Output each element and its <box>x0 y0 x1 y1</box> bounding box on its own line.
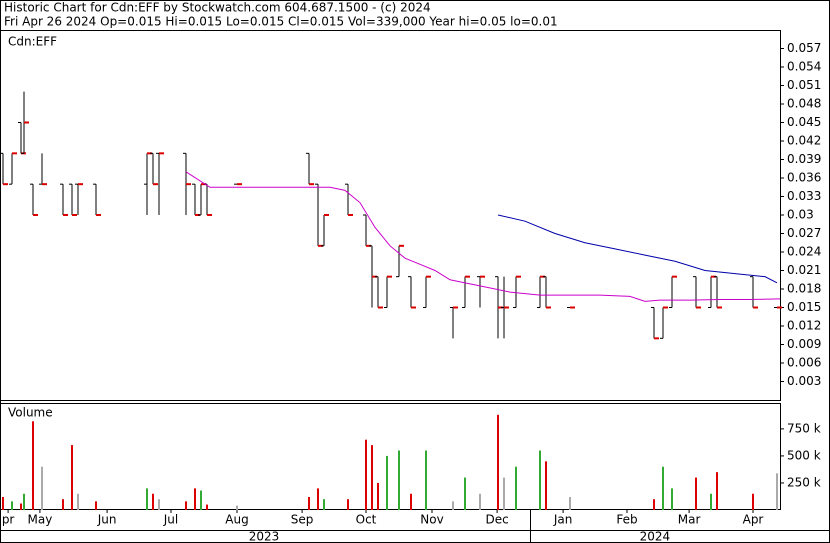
volume-bar <box>20 503 22 510</box>
volume-bar <box>386 455 388 510</box>
moving-average <box>497 214 778 284</box>
y-tick-label: 0.042 <box>787 134 821 148</box>
volume-bar <box>41 466 43 510</box>
volume-bar <box>539 450 541 510</box>
y-tick-label: 0.057 <box>787 41 821 55</box>
x-tick-label: Dec <box>485 513 508 527</box>
x-tick-label: Mar <box>678 513 701 527</box>
volume-bar <box>671 488 673 510</box>
volume-label: Volume <box>8 406 53 420</box>
volume-bar <box>236 505 238 510</box>
volume-bar <box>317 488 319 510</box>
volume-bar <box>569 497 571 510</box>
volume-bar <box>695 477 697 510</box>
x-tick-label: Jan <box>553 513 573 527</box>
x-tick-label: Nov <box>420 513 443 527</box>
volume-bar <box>365 439 367 510</box>
year-label: 2024 <box>640 530 671 543</box>
volume-bar <box>410 493 412 510</box>
volume-bar <box>2 497 4 510</box>
x-tick-label: pr <box>2 513 15 527</box>
volume-bar <box>152 493 154 510</box>
x-tick-label: Feb <box>616 513 637 527</box>
price-label: Cdn:EFF <box>8 35 57 49</box>
y-tick-label: 0.018 <box>787 282 821 296</box>
volume-bar <box>194 488 196 510</box>
y-tick-label: 0.036 <box>787 171 821 185</box>
y-tick-label: 0.033 <box>787 189 821 203</box>
y-tick-label: 0.054 <box>787 60 821 74</box>
y-tick-label: 0.012 <box>787 319 821 333</box>
volume-bar <box>398 450 400 510</box>
volume-bar <box>158 499 160 510</box>
volume-bar <box>425 450 427 510</box>
y-tick-label: 0.015 <box>787 300 821 314</box>
moving-average <box>185 171 781 302</box>
y-tick-label: 0.051 <box>787 78 821 92</box>
volume-bar <box>71 445 73 510</box>
x-tick-label: Oct <box>356 513 377 527</box>
volume-bar <box>710 493 712 510</box>
y-tick-label: 0.045 <box>787 115 821 129</box>
chart-title: Historic Chart for Cdn:EFF by Stockwatch… <box>4 1 431 15</box>
volume-bar <box>32 421 34 510</box>
volume-bar <box>752 493 754 510</box>
volume-bar <box>62 499 64 510</box>
y-tick-label: 0.048 <box>787 97 821 111</box>
volume-bar <box>185 501 187 510</box>
volume-bar <box>11 501 13 510</box>
y-tick-label: 0.009 <box>787 337 821 351</box>
year-label: 2023 <box>249 530 280 543</box>
volume-bar <box>23 493 25 510</box>
volume-bar <box>323 499 325 510</box>
volume-bar <box>515 466 517 510</box>
volume-bar <box>653 499 655 510</box>
x-tick-label: Jun <box>97 513 117 527</box>
volume-bar <box>479 493 481 510</box>
y-tick-label: 0.006 <box>787 356 821 370</box>
y-tick-label: 0.021 <box>787 263 821 277</box>
x-tick-label: Aug <box>225 513 248 527</box>
volume-bar <box>545 461 547 510</box>
y-tick-label: 0.003 <box>787 374 821 388</box>
volume-bar <box>503 477 505 510</box>
volume-bar <box>77 493 79 510</box>
volume-bar <box>377 482 379 510</box>
volume-bar <box>716 472 718 510</box>
volume-bar <box>146 488 148 510</box>
y-tick-label: 750 k <box>787 421 821 435</box>
x-tick-label: Apr <box>743 513 764 527</box>
y-tick-label: 0.03 <box>787 208 814 222</box>
volume-bar <box>308 497 310 510</box>
y-tick-label: 0.027 <box>787 226 821 240</box>
x-tick-label: Jul <box>163 513 178 527</box>
chart-subtitle: Fri Apr 26 2024 Op=0.015 Hi=0.015 Lo=0.0… <box>4 15 558 29</box>
volume-bar <box>371 445 373 510</box>
x-tick-label: Sep <box>291 513 314 527</box>
volume-bar <box>95 501 97 510</box>
volume-panel <box>0 403 781 510</box>
volume-bar <box>347 499 349 510</box>
y-tick-label: 0.024 <box>787 245 821 259</box>
volume-bar <box>200 490 202 510</box>
volume-bar <box>497 414 499 510</box>
y-tick-label: 500 k <box>787 448 821 462</box>
volume-bar <box>452 501 454 510</box>
y-tick-label: 0.039 <box>787 152 821 166</box>
volume-bar <box>776 473 778 510</box>
y-tick-label: 250 k <box>787 475 821 489</box>
x-tick-label: May <box>27 513 52 527</box>
volume-bar <box>206 504 208 510</box>
volume-bar <box>464 477 466 510</box>
volume-bar <box>662 466 664 510</box>
